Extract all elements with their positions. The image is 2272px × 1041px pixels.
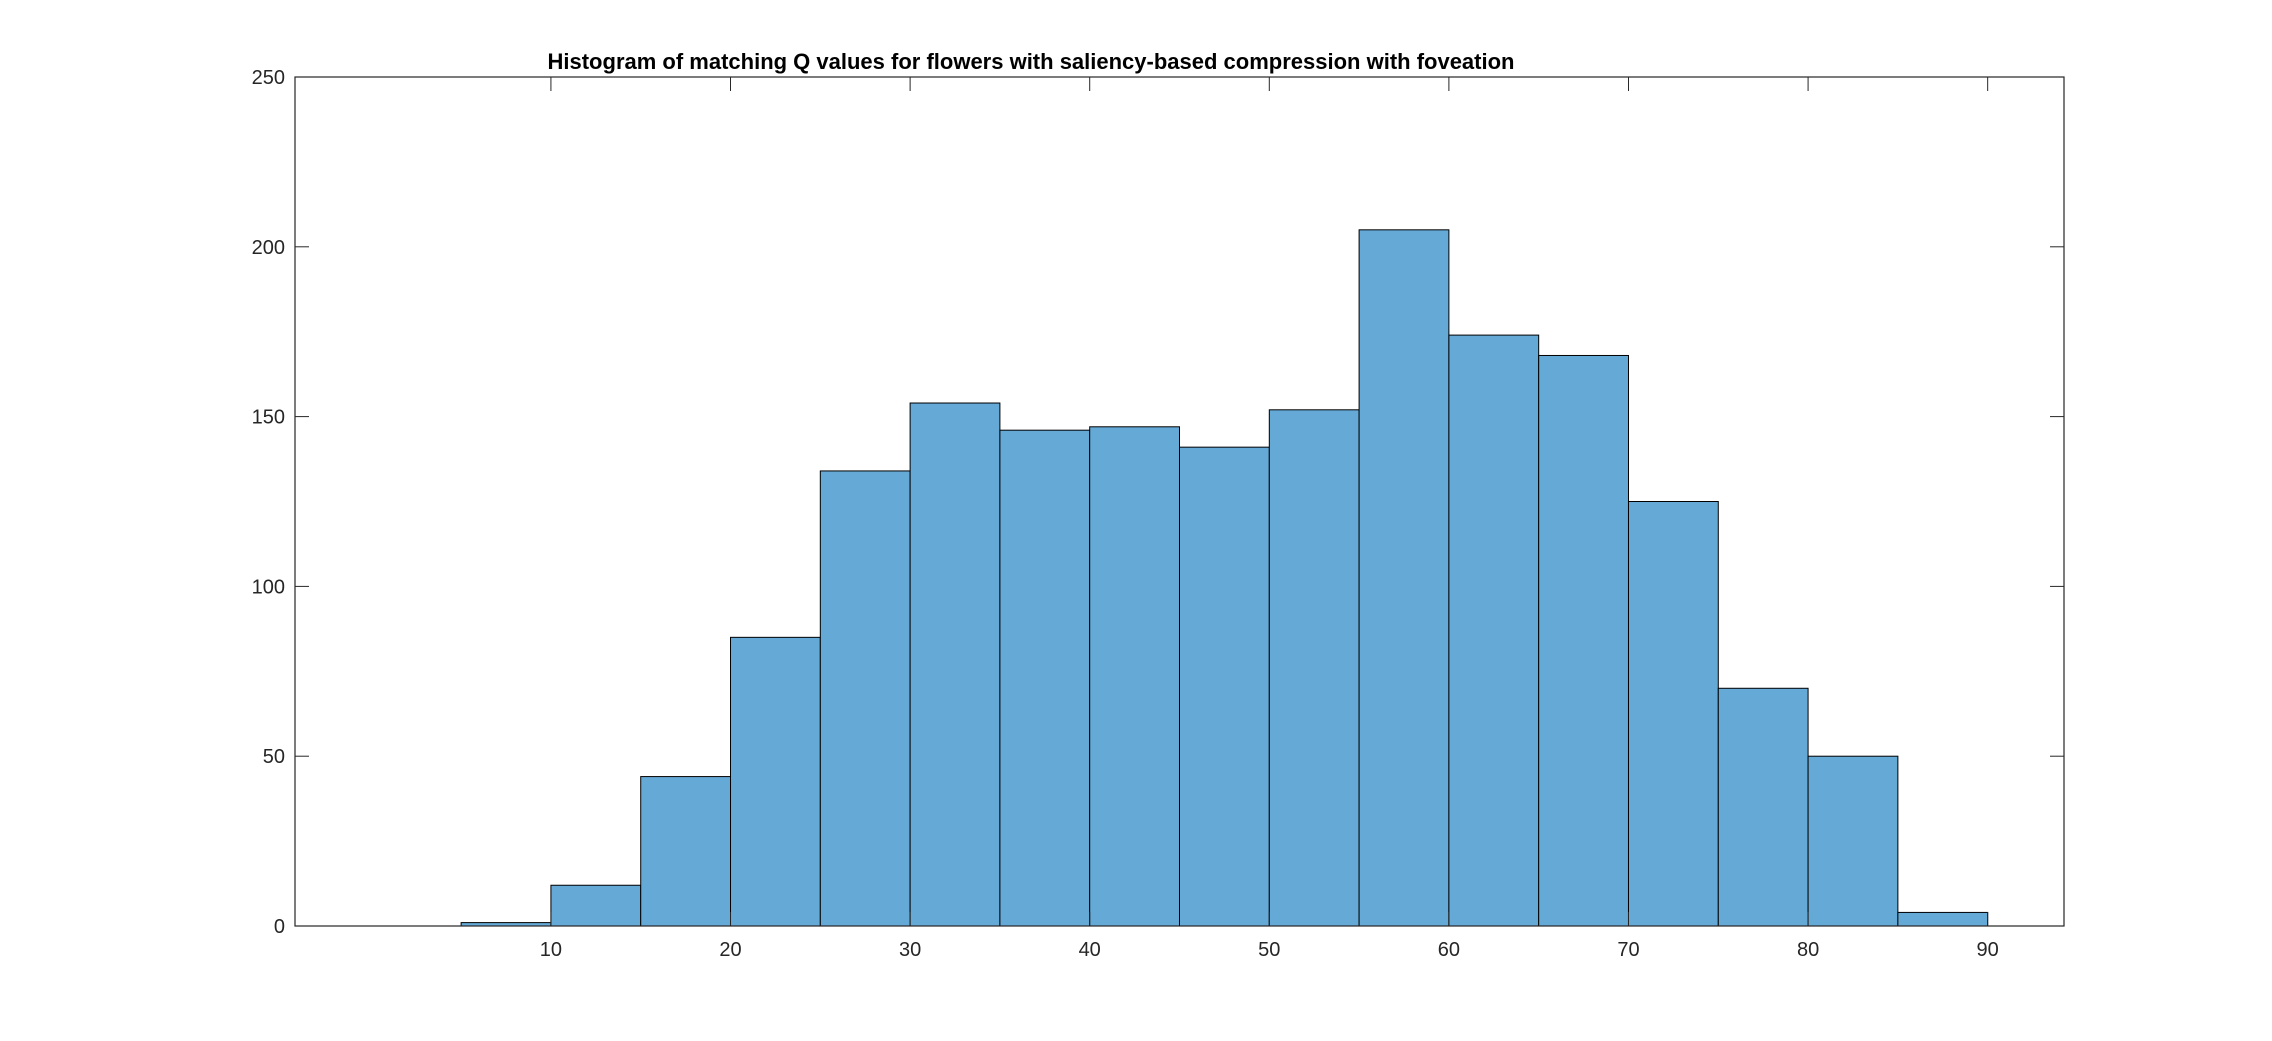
histogram-bar xyxy=(1807,755,1899,927)
histogram-bar xyxy=(730,636,821,927)
histogram-bar xyxy=(1089,426,1180,927)
x-tick-label: 30 xyxy=(899,939,921,961)
axes-box xyxy=(294,76,2065,927)
histogram-bar xyxy=(1179,446,1270,927)
histogram-bar xyxy=(819,470,911,927)
histogram-bar xyxy=(1538,354,1629,927)
y-tick-label: 50 xyxy=(263,746,285,768)
x-tick-label: 20 xyxy=(719,939,741,961)
y-tick-label: 200 xyxy=(252,237,285,259)
histogram-bar xyxy=(999,429,1091,927)
histogram-bar xyxy=(1627,501,1719,927)
histogram-bar xyxy=(1268,409,1360,927)
histogram-bar xyxy=(1897,911,1989,927)
y-tick-label: 100 xyxy=(252,576,285,598)
histogram-bar xyxy=(909,402,1001,927)
x-tick-label: 90 xyxy=(1977,939,1999,961)
x-tick-label: 40 xyxy=(1079,939,1101,961)
chart-title: Histogram of matching Q values for flowe… xyxy=(548,49,1515,74)
x-tick-label: 60 xyxy=(1438,939,1460,961)
histogram-bar xyxy=(1358,229,1450,927)
histogram-bar xyxy=(1448,334,1540,927)
x-tick-label: 70 xyxy=(1617,939,1639,961)
y-tick-label: 250 xyxy=(252,67,285,89)
x-tick-label: 50 xyxy=(1258,939,1280,961)
histogram-bar xyxy=(1717,687,1809,927)
ticks-group: 10 20 30 40 50 60 70 80 90 0 50 100 150 200 250 xyxy=(252,67,2064,961)
bars-group xyxy=(460,229,1989,927)
histogram-bar xyxy=(550,884,642,927)
x-tick-label: 80 xyxy=(1797,939,1819,961)
y-tick-label: 0 xyxy=(274,916,285,938)
x-tick-label: 10 xyxy=(540,939,562,961)
histogram-bar xyxy=(640,776,732,927)
y-tick-label: 150 xyxy=(252,407,285,429)
